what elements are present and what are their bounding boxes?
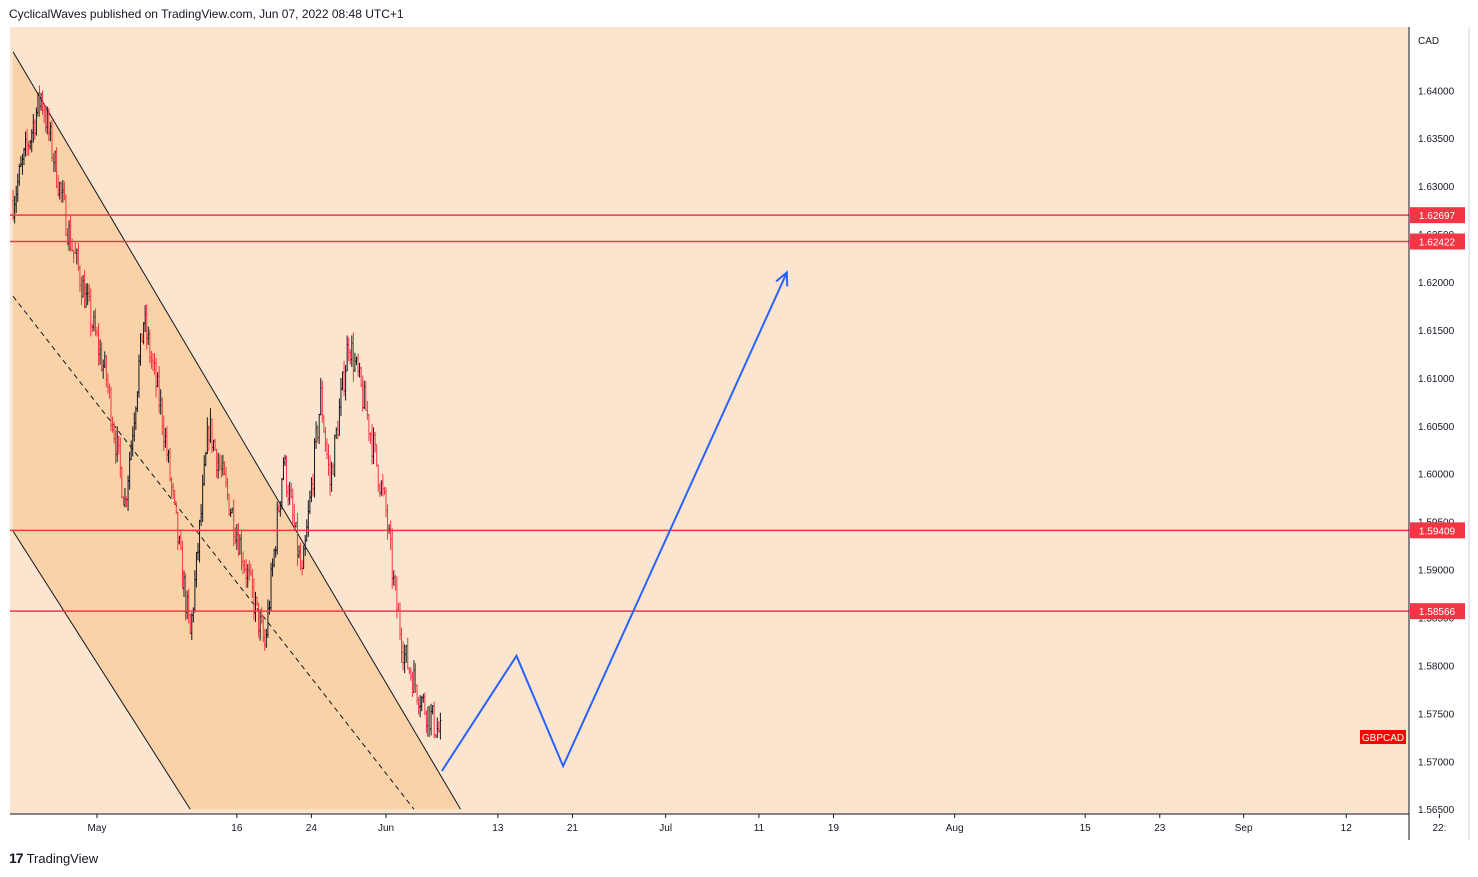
level-label-badge (1410, 207, 1465, 224)
time-tick-label: 15 (1080, 823, 1092, 834)
price-tick-label: 1.63000 (1418, 182, 1455, 193)
time-tick-label: Jun (378, 823, 394, 834)
time-tick-label: 23 (1154, 823, 1166, 834)
time-tick-label: 11 (754, 823, 765, 834)
time-tick-label: 21 (567, 823, 579, 834)
level-label-badge (1410, 233, 1465, 250)
currency-label: CAD (1418, 36, 1439, 47)
time-tick-label: 16 (231, 823, 243, 834)
price-tick-label: 1.57500 (1418, 709, 1455, 720)
channel-mid-line[interactable] (12, 296, 415, 810)
time-axis[interactable]: May 16 24 Jun 13 21 Jul 11 19 Aug 15 23 Sep 12 22: (88, 814, 1447, 834)
level-label: 1.59409 (1419, 526, 1456, 537)
price-axis[interactable]: 1.640001.635001.630001.625001.620001.615… (1418, 86, 1455, 816)
symbol-badge: GBPCAD (1360, 730, 1406, 744)
price-tick-label: 1.59000 (1418, 566, 1455, 577)
candles (12, 85, 442, 740)
price-tick-label: 1.57000 (1418, 757, 1455, 768)
tradingview-footer[interactable]: 17 TradingView (9, 850, 98, 866)
projection-path[interactable] (441, 270, 789, 772)
time-tick-label: Sep (1235, 823, 1253, 834)
time-tick-label: 24 (306, 823, 318, 834)
price-tick-label: 1.61000 (1418, 374, 1455, 385)
time-tick-label: May (88, 823, 107, 834)
time-tick-label: Jul (659, 823, 672, 834)
level-label: 1.58566 (1419, 607, 1456, 618)
publish-info: CyclicalWaves published on TradingView.c… (9, 7, 404, 21)
time-tick-label: 19 (828, 823, 840, 834)
level-label: 1.62697 (1419, 211, 1456, 222)
level-labels: 1.62697 1.62422 1.59409 1.58566 (1410, 207, 1465, 620)
horizontal-levels[interactable] (10, 214, 1409, 612)
tradingview-logo-icon: 17 (9, 850, 24, 866)
time-tick-label: Aug (946, 823, 964, 834)
symbol-label: GBPCAD (1362, 733, 1404, 744)
level-label-badge (1410, 522, 1465, 539)
price-chart[interactable]: CAD 1.640001.635001.630001.625001.620001… (0, 0, 1478, 845)
level-label: 1.62422 (1419, 238, 1456, 249)
time-tick-label: 13 (492, 823, 504, 834)
price-tick-label: 1.62000 (1418, 278, 1455, 289)
price-tick-label: 1.60000 (1418, 470, 1455, 481)
channel-upper-line[interactable] (12, 51, 462, 810)
price-tick-label: 1.61500 (1418, 326, 1455, 337)
time-tick-label: 12 (1341, 823, 1353, 834)
price-tick-label: 1.58000 (1418, 661, 1455, 672)
projection-arrowhead (775, 270, 789, 287)
price-tick-label: 1.64000 (1418, 86, 1455, 97)
price-tick-label: 1.60500 (1418, 422, 1455, 433)
price-tick-label: 1.56500 (1418, 805, 1455, 816)
time-tick-label: 22: (1432, 823, 1446, 834)
level-label-badge (1410, 603, 1465, 620)
price-tick-label: 1.63500 (1418, 134, 1455, 145)
channel-lower-line[interactable] (12, 530, 191, 810)
projection-line[interactable] (441, 271, 788, 772)
footer-brand: TradingView (26, 850, 99, 866)
